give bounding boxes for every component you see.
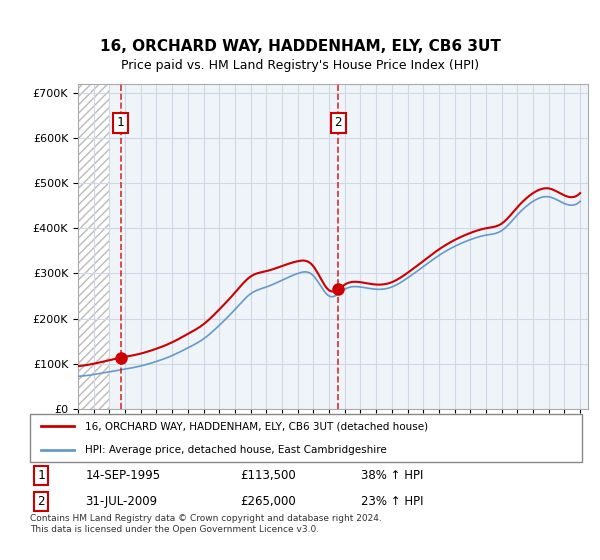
Text: 2: 2	[334, 116, 342, 129]
Text: 14-SEP-1995: 14-SEP-1995	[85, 469, 160, 482]
Text: 31-JUL-2009: 31-JUL-2009	[85, 495, 157, 508]
Text: HPI: Average price, detached house, East Cambridgeshire: HPI: Average price, detached house, East…	[85, 445, 387, 455]
Text: 16, ORCHARD WAY, HADDENHAM, ELY, CB6 3UT (detached house): 16, ORCHARD WAY, HADDENHAM, ELY, CB6 3UT…	[85, 421, 428, 431]
Text: 38% ↑ HPI: 38% ↑ HPI	[361, 469, 424, 482]
Text: 16, ORCHARD WAY, HADDENHAM, ELY, CB6 3UT: 16, ORCHARD WAY, HADDENHAM, ELY, CB6 3UT	[100, 39, 500, 54]
Text: £265,000: £265,000	[240, 495, 296, 508]
Bar	[78, 84, 109, 409]
Text: 1: 1	[117, 116, 124, 129]
Text: 1: 1	[37, 469, 45, 482]
Text: 23% ↑ HPI: 23% ↑ HPI	[361, 495, 424, 508]
Text: £113,500: £113,500	[240, 469, 296, 482]
Bar	[78, 84, 109, 409]
Text: Price paid vs. HM Land Registry's House Price Index (HPI): Price paid vs. HM Land Registry's House …	[121, 59, 479, 72]
Text: 2: 2	[37, 495, 45, 508]
FancyBboxPatch shape	[30, 414, 582, 462]
Text: Contains HM Land Registry data © Crown copyright and database right 2024.
This d: Contains HM Land Registry data © Crown c…	[30, 515, 382, 534]
